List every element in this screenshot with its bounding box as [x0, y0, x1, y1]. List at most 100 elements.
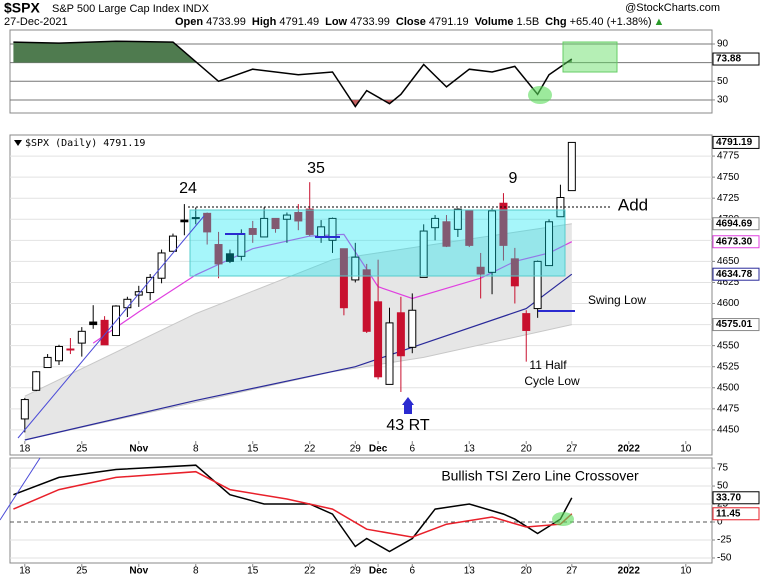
value-box: [712, 507, 760, 521]
highlight-circle: [552, 512, 574, 526]
annotation: 9: [509, 170, 518, 187]
value-box-label: 4791.19: [716, 137, 753, 148]
annotation: Swing Low: [588, 293, 646, 307]
band-edge: [24, 223, 572, 397]
candle-body: [271, 217, 280, 230]
source: @StockCharts.com: [625, 2, 720, 14]
candle-body: [442, 221, 451, 247]
annotation: 11 Half: [529, 358, 567, 372]
y-tick-label: 50: [717, 481, 729, 492]
candle-body: [260, 217, 269, 238]
quote-label: High: [252, 16, 277, 28]
x-tick-label: 6: [410, 444, 416, 455]
x-tick-label: 20: [521, 566, 533, 577]
under-layer: 3050709044504475450045254550457546004625…: [10, 39, 740, 577]
candle-body: [123, 298, 132, 309]
quote: Open 4733.99 High 4791.49 Low 4733.99 Close 479…: [175, 16, 664, 28]
x-tick-label: 25: [76, 566, 88, 577]
value-box: [712, 318, 760, 332]
quote-label: Open: [175, 16, 203, 28]
x-tick-label: 13: [464, 444, 476, 455]
highlight-circle: [528, 86, 552, 104]
x-tick-label: 6: [410, 566, 416, 577]
candle-body: [294, 212, 303, 222]
quote-value: 4733.99: [350, 16, 390, 28]
candle-body: [203, 212, 212, 233]
date: 27-Dec-2021: [4, 16, 68, 28]
candle-body: [214, 244, 223, 265]
annotation: Bullish TSI Zero Line Crossover: [441, 468, 639, 484]
quote-value: 4733.99: [206, 16, 246, 28]
value-box: [712, 267, 760, 281]
x-tick-label: Nov: [129, 566, 148, 577]
x-tick-label: 22: [304, 566, 316, 577]
y-tick-label: 4550: [717, 340, 740, 351]
candle-body: [545, 221, 554, 267]
symbol: $SPX: [4, 0, 40, 16]
x-tick-label: 22: [304, 444, 316, 455]
annotation: Cycle Low: [524, 374, 580, 388]
x-tick-label: 15: [247, 444, 259, 455]
x-tick-label: Nov: [129, 444, 148, 455]
value-box-label: 4673.30: [716, 236, 753, 247]
value-box: [712, 217, 760, 231]
annotation: 35: [307, 160, 325, 177]
x-tick-label: 10: [680, 566, 692, 577]
value-box-label: 11.45: [716, 508, 741, 519]
candle-body: [431, 217, 440, 229]
price-legend: $SPX (Daily) 4791.19: [25, 138, 145, 149]
candle-body: [20, 399, 29, 420]
candle-body: [66, 348, 75, 351]
x-tick-label: 25: [76, 444, 88, 455]
y-tick-label: 4475: [717, 403, 740, 414]
over-layer: $SPX (Daily) 4791.19 73.88 4694.69 4575.01…: [0, 41, 760, 526]
y-tick-label: 4450: [717, 425, 740, 436]
candle-body: [453, 208, 462, 230]
value-box: [712, 235, 760, 249]
annotation: 43 RT: [386, 417, 430, 434]
trend-line-tsi: [0, 457, 41, 521]
candle-body: [419, 230, 428, 278]
candle-body: [180, 219, 189, 223]
x-tick-label: Dec: [369, 444, 388, 455]
candle-body: [499, 202, 508, 246]
series-line: [13, 470, 573, 538]
candle-body: [32, 371, 41, 391]
candle-body: [374, 301, 383, 378]
value-box: [712, 52, 760, 66]
y-tick-label: 4750: [717, 172, 740, 183]
x-tick-label: 29: [350, 444, 362, 455]
candle-body: [157, 252, 166, 279]
candle-body: [362, 269, 371, 332]
quote-label: Volume: [475, 16, 514, 28]
candle-body: [328, 217, 337, 241]
x-tick-label: 27: [566, 444, 578, 455]
band-fill: [24, 223, 572, 440]
x-tick-label: 13: [464, 566, 476, 577]
security-name: S&P 500 Large Cap Index INDX: [52, 3, 210, 15]
y-tick-label: 4525: [717, 361, 740, 372]
quote-value: 4791.49: [279, 16, 319, 28]
candle-body: [168, 235, 177, 252]
series-line: [13, 464, 573, 553]
y-tick-label: 50: [717, 76, 729, 87]
y-tick-label: 75: [717, 463, 729, 474]
legend-marker: [14, 140, 22, 146]
candle-body: [385, 322, 394, 385]
candle-body: [100, 319, 109, 346]
candle-body: [476, 266, 485, 275]
range-box: [189, 209, 566, 277]
y-tick-label: 4775: [717, 151, 740, 162]
candle-body: [282, 214, 291, 220]
y-tick-label: 4600: [717, 298, 740, 309]
candle-body: [55, 345, 64, 362]
quote-value: 1.5B: [517, 16, 540, 28]
rsi-panel: [9, 29, 713, 114]
quote-label: Close: [396, 16, 426, 28]
x-tick-label: 29: [350, 566, 362, 577]
value-box: [712, 135, 760, 149]
y-tick-label: -25: [717, 535, 732, 546]
x-tick-label: 18: [19, 444, 31, 455]
candle-body: [248, 228, 257, 235]
